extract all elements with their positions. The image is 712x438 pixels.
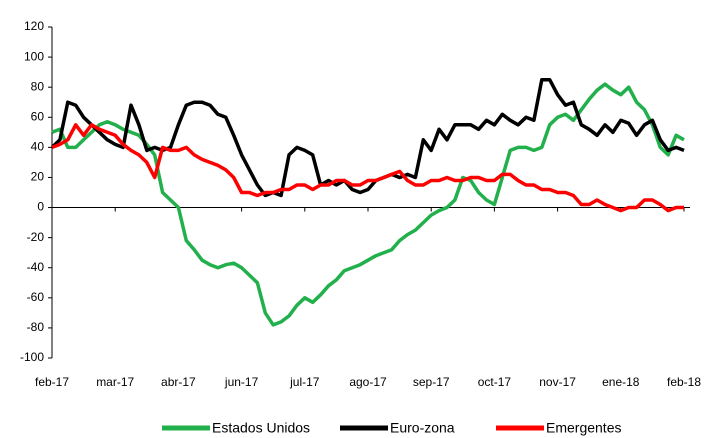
y-tick-label: -20	[27, 230, 45, 244]
y-tick-label: -80	[27, 320, 45, 334]
y-tick-label: 100	[24, 49, 44, 63]
y-tick-label: 120	[24, 19, 44, 33]
x-tick-label: jun-17	[224, 375, 259, 389]
y-tick-label: 60	[31, 109, 45, 123]
y-tick-label: -40	[27, 260, 45, 274]
series-line	[51, 123, 684, 213]
x-tick-label: feb-18	[667, 375, 701, 389]
x-tick-label: abr-17	[161, 375, 196, 389]
x-tick-label: sep-17	[413, 375, 450, 389]
x-tick-label: feb-17	[35, 375, 69, 389]
x-tick-label: nov-17	[539, 375, 576, 389]
y-tick-label: -100	[20, 350, 44, 364]
series-line	[50, 77, 685, 198]
x-tick-label: oct-17	[478, 375, 512, 389]
x-tick-label: mar-17	[96, 375, 134, 389]
y-tick-label: 40	[31, 140, 45, 154]
legend-label: Emergentes	[546, 420, 621, 436]
y-tick-label: 80	[31, 79, 45, 93]
y-tick-label: -60	[27, 290, 45, 304]
legend-label: Euro-zona	[390, 420, 455, 436]
x-tick-label: ene-18	[602, 375, 640, 389]
y-tick-label: 20	[31, 170, 45, 184]
legend-label: Estados Unidos	[212, 420, 310, 436]
x-tick-label: ago-17	[349, 375, 387, 389]
y-tick-label: 0	[37, 200, 44, 214]
x-tick-label: jul-17	[289, 375, 320, 389]
legend: Estados Unidos Euro-zona Emergentes	[162, 420, 621, 436]
